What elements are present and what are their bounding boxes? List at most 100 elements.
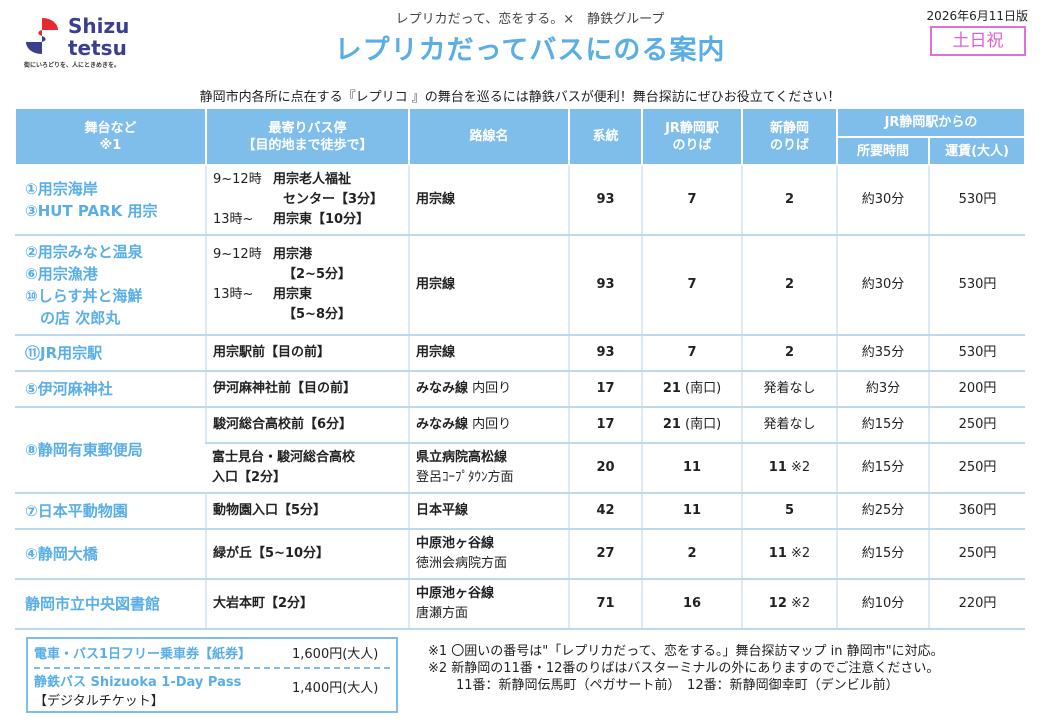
place-name: 静岡市立中央図書館 — [25, 595, 161, 613]
route-name: みなみ線 — [416, 381, 469, 396]
shizutetsu-logo-icon — [26, 18, 58, 54]
col-header-system: 系統 — [568, 107, 643, 166]
jr-platform-cell: 7 — [641, 335, 742, 372]
footnote-1: ※1 〇囲いの番号は"「レプリカだって、恋をする。」舞台探訪マップ in 静岡市… — [428, 644, 944, 659]
jr-platform-cell: 7 — [641, 235, 742, 336]
jr-platform-cell: 21 (南口) — [641, 407, 742, 444]
route-name: 用宗線 — [416, 192, 456, 207]
footnote-2: ※2 新静岡の11番・12番のりばはバスターミナルの外にありますのでご注意くださ… — [428, 661, 940, 676]
shizutetsu-logo: Shizu tetsu 街にいろどりを、人にときめきを。 — [22, 14, 142, 74]
bus-stop-name: 用宗駅前【目の前】 — [213, 345, 331, 360]
shin-platform-cell: 発着なし — [741, 371, 837, 408]
place-cell: ①用宗海岸 ③HUT PARK 用宗 — [15, 165, 206, 236]
jr-platform-cell: 11 — [641, 443, 742, 494]
bus-guide-table: 舞台など ※1 最寄りバス停 【目的地まで徒歩で】 路線名 系統 JR静岡駅 の… — [14, 107, 1027, 630]
jr-platform-number: 2 — [687, 546, 697, 561]
shin-platform-number: 2 — [784, 277, 795, 292]
route-name: 用宗線 — [416, 277, 456, 292]
service-hours: 13時~ — [213, 212, 254, 227]
place-name: ②用宗みなと温泉 — [25, 243, 143, 261]
place-name: ⑤伊河麻神社 — [25, 380, 113, 398]
logo-text-line1: Shizu — [68, 14, 130, 38]
route-name: 中原池ヶ谷線 — [416, 586, 495, 601]
travel-time: 約3分 — [836, 371, 929, 408]
table-row: ⑤伊河麻神社 伊河麻神社前【目の前】 みなみ線 内回り 17 21 (南口) 発着なし 約3… — [15, 371, 1026, 408]
bus-stop-name: 用宗東【10分】 — [273, 212, 370, 227]
jr-platform-cell: 11 — [641, 493, 742, 530]
bus-stop-line: 富士見台・駿河総合高校 — [212, 448, 402, 468]
place-cell: ⑧静岡有東郵便局 — [15, 407, 206, 494]
route-cell: 日本平線 — [408, 493, 569, 530]
bus-stop-name: センター【3分】 — [283, 192, 384, 207]
col-header-jr-platform: JR静岡駅 のりば — [641, 107, 743, 166]
shin-platform-cell: 12 ※2 — [741, 579, 837, 630]
bus-stop-line: 大岩本町【2分】 — [213, 594, 402, 614]
paper-pass-label: 電車・バス1日フリー乗車券 — [34, 647, 200, 662]
shin-platform-note: ※2 — [786, 546, 811, 561]
paper-pass-kind: 【紙券】 — [199, 647, 252, 662]
bus-stop-line: 13時~ 用宗東 — [213, 285, 402, 305]
fare: 530円 — [927, 165, 1026, 236]
travel-time: 約30分 — [836, 235, 929, 336]
place-name: ⑧静岡有東郵便局 — [25, 441, 143, 459]
bus-stop-cell: 大岩本町【2分】 — [205, 579, 409, 630]
col-header-fare: 運賃(大人) — [927, 136, 1027, 166]
place-name: ④静岡大橋 — [25, 545, 98, 563]
holiday-badge: 土日祝 — [930, 26, 1026, 56]
jr-platform-cell: 2 — [641, 529, 742, 580]
place-name: の店 次郎丸 — [25, 309, 121, 327]
shin-platform-cell: 11 ※2 — [741, 529, 837, 580]
fare: 250円 — [927, 529, 1026, 580]
bus-stop-cell: 緑が丘【5~10分】 — [205, 529, 409, 580]
route-cell: 県立病院高松線 登呂ｺｰﾌﾟﾀｳﾝ方面 — [408, 443, 569, 494]
place-cell: ⑪JR用宗駅 — [15, 335, 206, 372]
jr-platform-exit: (南口) — [680, 381, 722, 396]
route-cell: みなみ線 内回り — [408, 371, 569, 408]
digital-pass-label: 静鉄バス Shizuoka 1-Day Pass — [34, 675, 242, 690]
intro-text: 静岡市内各所に点在する『レプリコ 』の舞台を巡るには静鉄バスが便利！舞台探訪にぜ… — [199, 90, 841, 105]
shin-platform-cell: 2 — [741, 335, 837, 372]
jr-platform-number: 11 — [682, 503, 702, 518]
paper-pass-price: 1,600円(大人) — [292, 647, 379, 662]
bus-stop-name: 伊河麻神社前【目の前】 — [213, 381, 357, 396]
shin-platform-number: 発着なし — [763, 381, 816, 396]
travel-time: 約15分 — [836, 529, 929, 580]
jr-platform-number: 7 — [687, 192, 697, 207]
place-name: ⑩しらす丼と海鮮 — [25, 287, 143, 305]
shin-platform-cell: 11 ※2 — [741, 443, 837, 494]
shin-platform-number: 5 — [784, 503, 795, 518]
place-cell: ⑤伊河麻神社 — [15, 371, 206, 408]
jr-platform-cell: 7 — [641, 165, 742, 236]
shin-platform-note: ※2 — [786, 596, 811, 611]
bus-stop-name: 大岩本町【2分】 — [213, 596, 314, 611]
bus-stop-name: 用宗老人福祉 — [273, 172, 352, 187]
travel-time: 約35分 — [836, 335, 929, 372]
logo-tagline: 街にいろどりを、人にときめきを。 — [24, 62, 121, 69]
footnotes: ※1 〇囲いの番号は"「レプリカだって、恋をする。」舞台探訪マップ in 静岡市… — [428, 643, 1028, 694]
place-name: ⑪JR用宗駅 — [25, 344, 103, 362]
bus-stop-name: 富士見台・駿河総合高校 — [212, 450, 356, 465]
col-header-shin-platform: 新静岡 のりば — [741, 107, 838, 166]
logo-text-line2: tetsu — [68, 36, 127, 60]
route-cell: 用宗線 — [408, 165, 569, 236]
travel-time: 約15分 — [836, 407, 929, 444]
system-number: 71 — [568, 579, 642, 630]
jr-platform-number: 7 — [687, 345, 697, 360]
place-name: ③HUT PARK 用宗 — [25, 202, 158, 220]
route-direction: 内回り — [468, 381, 512, 396]
system-number: 93 — [568, 165, 642, 236]
fare: 530円 — [927, 235, 1026, 336]
shin-platform-number: 11 — [768, 460, 787, 475]
bus-stop-name: 【5~8分】 — [283, 307, 351, 322]
place-cell: ②用宗みなと温泉 ⑥用宗漁港 ⑩しらす丼と海鮮 の店 次郎丸 — [15, 235, 206, 336]
bus-stop-line: 【5~8分】 — [213, 305, 402, 325]
route-direction: 唐瀬方面 — [416, 606, 469, 621]
shin-platform-number: 11 — [768, 546, 787, 561]
place-cell: ⑦日本平動物園 — [15, 493, 206, 530]
bus-stop-line: センター【3分】 — [213, 190, 402, 210]
col-header-time: 所要時間 — [836, 136, 930, 166]
route-direction: 徳洲会病院方面 — [416, 556, 508, 571]
paper-pass-row: 電車・バス1日フリー乗車券【紙券】 1,600円(大人) — [34, 643, 394, 662]
jr-platform-number: 7 — [687, 277, 697, 292]
route-cell: 中原池ヶ谷線 唐瀬方面 — [408, 579, 569, 630]
